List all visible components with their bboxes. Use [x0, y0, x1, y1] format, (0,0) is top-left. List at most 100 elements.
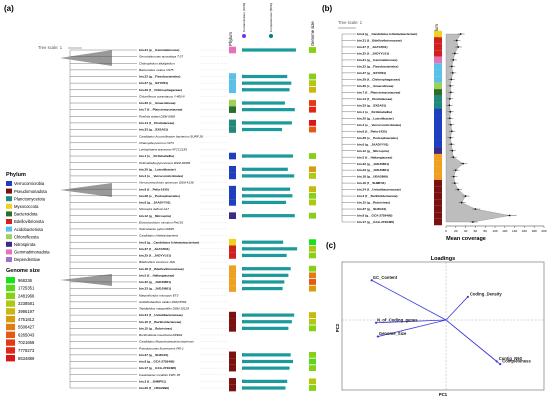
taxon-label: bin.29 (f__Chitinophagaceae)	[139, 88, 182, 92]
coverage-point	[450, 78, 453, 81]
genome-size-cell	[309, 100, 316, 106]
coverage-row-label: bin.33 (g__SXSA01)	[357, 103, 386, 107]
pca-arrow-tip	[376, 335, 379, 338]
phylum-strip-b	[434, 102, 442, 109]
phylum-strip	[229, 245, 236, 253]
genome-size-cell	[309, 252, 316, 259]
coverage-row-label: bin.8 (f__Pelia-1435)	[357, 129, 387, 133]
completeness-bar	[242, 108, 295, 112]
pca-arrow	[376, 319, 447, 324]
taxon-label: bin.33 (g__SXSA01)	[139, 128, 168, 132]
taxon-label: bin.3 (f__SHMF01)	[139, 379, 166, 383]
phylum-legend-swatch	[6, 241, 12, 247]
phylum-legend-swatch	[6, 219, 12, 224]
genome-legend-value: 3995197	[18, 309, 35, 314]
taxon-label: Bdellovibrio exovorus JSS	[139, 260, 176, 264]
coverage-row-label: bin.6 (g__JAADYY01)	[357, 142, 388, 146]
pca-loadings: GC_Content Coding_Density N_of_Coding_gene…	[342, 262, 544, 390]
tree-scale-a: Tree scale: 1	[38, 45, 63, 50]
genome-legend-value: 968236	[18, 278, 33, 283]
genome-size-cell	[309, 239, 316, 246]
completeness-bar	[242, 187, 291, 191]
coverage-point	[453, 52, 456, 55]
coverage-row-label: bin.15 (g__Rubrivivax)	[357, 201, 390, 205]
tree-a-taxa: bin.31 (p__Gemmatimonas) Gemmatimonas aur…	[138, 46, 316, 392]
phylum-legend-item: Nitrospirota	[14, 242, 36, 247]
phylum-strip-b	[434, 179, 442, 187]
phylum-strip	[229, 86, 236, 94]
phylum-strip-b	[434, 115, 442, 122]
coverage-row-label: bin.17 (g__GCA-2729495)	[357, 220, 394, 224]
taxon-label: Verrucomicrobium spinosum DSM 4136	[139, 181, 194, 185]
phylum-strip	[229, 364, 236, 372]
phylum-strip-b	[434, 153, 442, 161]
genome-size-cell	[309, 212, 316, 219]
phylum-legend-swatch	[6, 188, 12, 194]
completeness-bar	[242, 280, 285, 284]
phylogenetic-tree-a	[60, 49, 228, 389]
coverage-point	[450, 91, 452, 94]
phylum-strip	[229, 192, 236, 200]
phylum-legend-title: Phylum	[6, 172, 26, 178]
completeness-header: Completeness (50%)	[269, 3, 273, 32]
coverage-row-label: bin.31 (g__Gemmatimonas)	[357, 58, 397, 62]
coverage-tick-label: 80	[483, 229, 487, 233]
completeness-bar	[242, 74, 288, 79]
coverage-point	[464, 195, 467, 197]
phylum-strip	[229, 172, 236, 180]
taxon-label: Candidatus Muproteobacteria bacterium	[139, 340, 194, 344]
genome-size-cell	[309, 285, 316, 292]
coverage-point	[454, 169, 457, 172]
coverage-point	[508, 214, 511, 217]
completeness-bar	[242, 240, 284, 244]
coverage-point	[472, 221, 474, 223]
phylum-legend-swatch	[6, 234, 12, 240]
genome-legend-value: 2481966	[18, 293, 35, 298]
phylum-strip-b	[434, 108, 442, 116]
coverage-tick-label: 160	[522, 229, 527, 233]
phylum-header: Phylum	[228, 32, 233, 46]
completeness-bar	[242, 366, 290, 370]
genome-size-legend: Genome size 968236 1725351 2481966 3238581 3…	[6, 268, 40, 362]
panel-c-letter: (c)	[326, 241, 336, 250]
phylum-legend-swatch	[6, 203, 12, 209]
taxon-label: Gemmatimonas aurantiaca T-27	[139, 55, 183, 59]
phylum-strip-b	[434, 212, 442, 219]
coverage-point	[449, 84, 452, 87]
phylum-legend: Phylum Verrucomicrobia Pseudomonadota Plan…	[6, 172, 50, 262]
genome-legend-swatch	[6, 284, 15, 292]
genome-size-cell	[309, 279, 316, 285]
pca-arrow	[377, 319, 447, 337]
phylum-legend-swatch	[6, 196, 12, 202]
taxon-label: Lentisphaera araneosa HTCC2155	[139, 148, 187, 152]
genome-size-cell	[309, 245, 316, 252]
coverage-row-label: bin.28 (o__Pedosphaerales)	[357, 136, 398, 140]
pca-arrow-label: N_of_Coding_genes	[377, 317, 418, 322]
pca-arrow-tip	[374, 321, 378, 324]
completeness-bar	[242, 379, 288, 383]
coverage-row-label: bin.32 (g__JADJ0801)	[357, 162, 389, 166]
taxon-label: Candidatus Acumulibacter bacterium SURF …	[139, 134, 203, 138]
taxon-label: bin.17 (g__GCA-2729495)	[139, 366, 176, 370]
taxon-label: Pirellula staleyi DSM 6068	[139, 114, 175, 118]
genome-legend-value: 7778273	[18, 348, 35, 353]
taxon-label: Helicobacter pylori 26695	[139, 227, 174, 231]
completeness-bar	[242, 359, 294, 364]
coverage-row-label: bin.4 (o__Verrucomicrobiales)	[357, 123, 401, 127]
coverage-row-label: bin.12 (g__Nitrospira)	[357, 149, 389, 153]
genome-size-header: Genome size	[310, 21, 315, 46]
taxon-label: bin.8 (g__GCA-2729495)	[139, 360, 174, 364]
phylum-strip	[229, 351, 236, 359]
phylum-legend-item: Bacteroidota	[14, 212, 38, 217]
genome-size-cell	[309, 385, 316, 391]
phylum-legend-item: Acidobacteriota	[14, 227, 44, 232]
genome-size-cell	[309, 153, 316, 159]
completeness-bar	[242, 48, 296, 52]
genome-legend-title: Genome size	[6, 268, 40, 274]
coverage-row-label: bin.22 (g__Flavobacteriales)	[357, 65, 398, 69]
coverage-point	[449, 97, 451, 100]
phylum-strip	[229, 378, 236, 385]
taxon-label: bin.15 (g__Rubrivivax)	[139, 326, 172, 330]
pca-frame	[341, 261, 545, 391]
completeness-bar	[242, 121, 292, 125]
